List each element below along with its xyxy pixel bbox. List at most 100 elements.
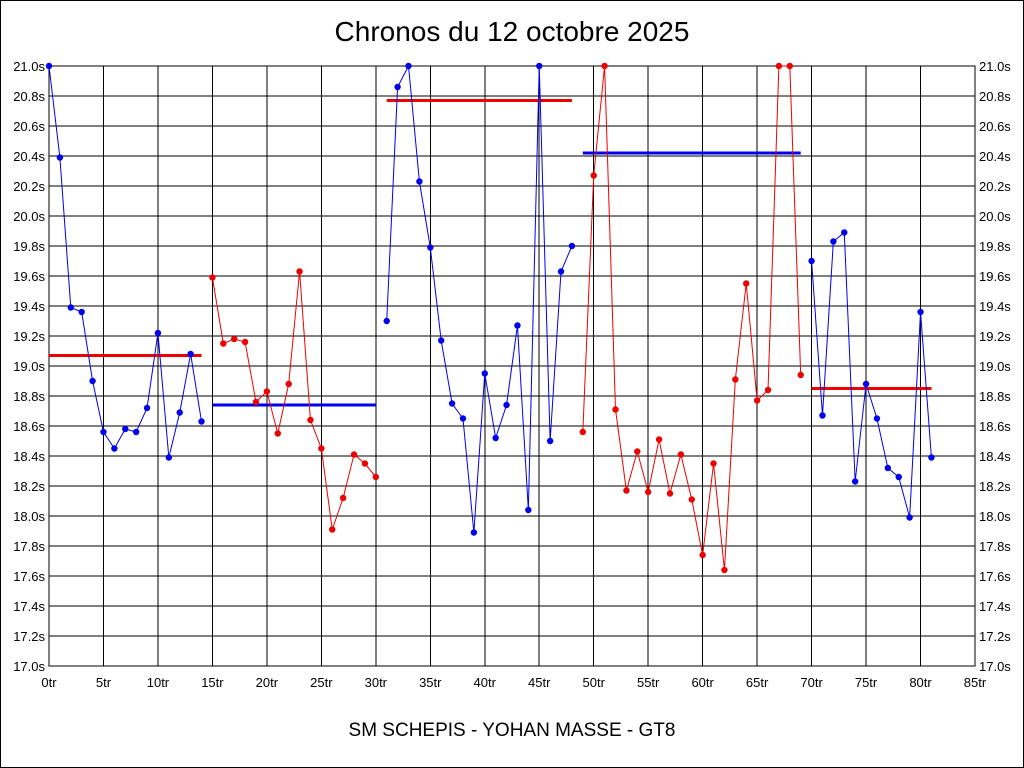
y-tick-label-right: 18.4s	[979, 449, 1011, 464]
x-tick-label: 45tr	[528, 675, 551, 690]
data-point	[339, 494, 347, 502]
data-point	[699, 551, 706, 559]
data-point	[644, 488, 652, 496]
data-point	[906, 514, 913, 521]
data-point	[753, 397, 761, 404]
y-tick-label-right: 17.4s	[979, 599, 1011, 614]
data-point	[427, 244, 434, 251]
data-point	[786, 62, 793, 70]
y-tick-label-right: 19.0s	[979, 359, 1011, 374]
data-point	[209, 274, 216, 281]
data-point	[165, 454, 173, 461]
x-tick-label: 70tr	[800, 675, 823, 690]
y-tick-label-left: 19.6s	[13, 269, 45, 284]
data-point	[459, 415, 467, 422]
y-tick-label-left: 21.0s	[13, 59, 45, 74]
data-point	[721, 566, 728, 574]
data-point	[89, 377, 96, 385]
y-tick-label-right: 18.2s	[979, 479, 1011, 494]
data-point	[111, 445, 118, 452]
data-point	[470, 529, 478, 536]
y-tick-label-left: 20.0s	[13, 209, 45, 224]
data-point	[56, 154, 64, 161]
plot-border	[48, 65, 976, 667]
y-tick-label-right: 18.8s	[979, 389, 1011, 404]
data-point	[78, 308, 85, 316]
x-tick-label: 20tr	[256, 675, 279, 690]
data-point	[546, 437, 554, 445]
y-tick-label-left: 18.2s	[13, 479, 45, 494]
y-tick-label-right: 20.0s	[979, 209, 1011, 224]
data-point	[198, 418, 205, 425]
y-tick-label-left: 20.2s	[13, 179, 45, 194]
y-tick-label-left: 18.4s	[13, 449, 45, 464]
y-tick-label-right: 19.8s	[979, 239, 1011, 254]
data-point	[862, 380, 870, 388]
x-tick-label: 50tr	[583, 675, 606, 690]
data-point	[252, 398, 260, 406]
data-point	[688, 496, 695, 503]
data-point	[143, 404, 151, 412]
data-point	[67, 304, 74, 311]
data-point	[808, 257, 815, 265]
data-point	[819, 412, 826, 419]
x-tick-label: 30tr	[365, 675, 388, 690]
data-point	[329, 526, 336, 533]
data-point	[350, 451, 358, 458]
data-point	[448, 400, 456, 407]
data-point	[732, 376, 739, 383]
data-point	[525, 506, 532, 514]
data-point	[416, 178, 423, 185]
data-point	[841, 229, 848, 236]
data-point	[263, 388, 271, 395]
x-tick-label: 75tr	[855, 675, 878, 690]
data-point	[666, 490, 674, 497]
data-point	[568, 242, 576, 250]
y-tick-label-left: 18.0s	[13, 509, 45, 524]
data-point	[895, 473, 902, 481]
data-point	[536, 62, 543, 70]
data-point	[318, 445, 325, 452]
y-tick-label-right: 17.8s	[979, 539, 1011, 554]
data-point	[557, 268, 565, 275]
data-point	[241, 338, 249, 346]
y-tick-label-right: 19.6s	[979, 269, 1011, 284]
series-line	[211, 271, 377, 530]
data-point	[797, 371, 804, 379]
data-point	[612, 406, 619, 413]
data-point	[503, 401, 510, 409]
x-tick-label: 65tr	[746, 675, 769, 690]
y-tick-label-left: 17.4s	[13, 599, 45, 614]
y-tick-label-left: 19.8s	[13, 239, 45, 254]
data-point	[187, 350, 194, 358]
y-tick-label-left: 20.8s	[13, 89, 45, 104]
y-tick-label-right: 17.2s	[979, 629, 1011, 644]
data-point	[579, 428, 587, 436]
x-tick-label: 40tr	[474, 675, 497, 690]
data-point	[383, 317, 390, 325]
data-point	[231, 335, 238, 343]
data-point	[296, 268, 303, 275]
y-tick-label-left: 19.0s	[13, 359, 45, 374]
data-point	[710, 460, 717, 467]
y-tick-label-right: 20.8s	[979, 89, 1011, 104]
y-tick-label-right: 20.6s	[979, 119, 1011, 134]
data-point	[634, 448, 641, 455]
data-point	[154, 329, 162, 337]
y-tick-label-left: 20.6s	[13, 119, 45, 134]
y-tick-label-right: 18.6s	[979, 419, 1011, 434]
y-tick-label-right: 20.4s	[979, 149, 1011, 164]
x-tick-label: 25tr	[310, 675, 333, 690]
data-point	[307, 416, 314, 424]
data-point	[361, 460, 369, 467]
x-tick-label: 5tr	[96, 675, 112, 690]
data-point	[122, 425, 129, 433]
data-point	[917, 308, 924, 316]
data-point	[45, 62, 53, 70]
x-tick-label: 0tr	[41, 675, 57, 690]
data-point	[655, 436, 663, 443]
y-tick-label-left: 17.2s	[13, 629, 45, 644]
y-tick-label-left: 18.8s	[13, 389, 45, 404]
y-tick-label-right: 19.2s	[979, 329, 1011, 344]
